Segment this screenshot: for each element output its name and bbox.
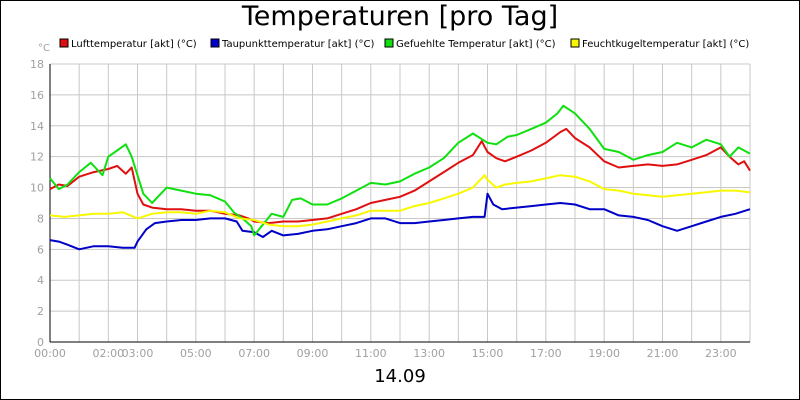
legend-label: Feuchtkugeltemperatur [akt] (°C) <box>582 39 749 50</box>
x-tick-label: 02:00 <box>92 347 124 360</box>
legend-label: Taupunkttemperatur [akt] (°C) <box>221 39 374 50</box>
x-tick-label: 17:00 <box>530 347 562 360</box>
legend-swatch <box>59 38 69 48</box>
x-tick-label: 09:00 <box>297 347 329 360</box>
legend: Lufttemperatur [akt] (°C) Taupunkttempera… <box>59 38 749 50</box>
x-tick-label: 13:00 <box>413 347 445 360</box>
legend-label: Lufttemperatur [akt] (°C) <box>71 39 197 50</box>
y-tick-label: 4 <box>37 274 44 287</box>
y-tick-label: 0 <box>37 336 44 349</box>
legend-swatch <box>384 38 394 48</box>
x-tick-label: 21:00 <box>647 347 679 360</box>
x-tick-label: 23:00 <box>705 347 737 360</box>
y-tick-label: 16 <box>30 89 44 102</box>
y-tick-label: 2 <box>37 305 44 318</box>
y-tick-label: 8 <box>37 212 44 225</box>
y-axis-unit: °C <box>38 43 50 54</box>
legend-swatch <box>210 38 220 48</box>
x-tick-label: 11:00 <box>355 347 387 360</box>
series-line <box>49 127 751 225</box>
x-tick-label: 07:00 <box>238 347 270 360</box>
series-lines <box>49 104 751 251</box>
y-tick-label: 12 <box>30 151 44 164</box>
legend-label: Gefuehlte Temperatur [akt] (°C) <box>396 39 556 50</box>
legend-swatch <box>570 38 580 48</box>
y-tick-label: 18 <box>30 58 44 71</box>
x-tick-label: 19:00 <box>588 347 620 360</box>
grid <box>49 63 751 343</box>
series-line <box>49 192 751 251</box>
x-tick-label: 03:00 <box>122 347 154 360</box>
x-tick-label: 15:00 <box>472 347 504 360</box>
y-tick-label: 10 <box>30 182 44 195</box>
series-line <box>49 104 751 237</box>
y-tick-label: 14 <box>30 120 44 133</box>
x-tick-label: 00:00 <box>34 347 66 360</box>
series-line <box>49 174 751 228</box>
date-label: 14.09 <box>374 366 426 387</box>
x-tick-label: 05:00 <box>180 347 212 360</box>
y-tick-label: 6 <box>37 243 44 256</box>
chart-title: Temperaturen [pro Tag] <box>241 1 559 32</box>
